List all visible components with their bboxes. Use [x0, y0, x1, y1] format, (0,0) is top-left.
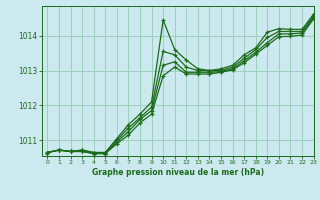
X-axis label: Graphe pression niveau de la mer (hPa): Graphe pression niveau de la mer (hPa): [92, 168, 264, 177]
